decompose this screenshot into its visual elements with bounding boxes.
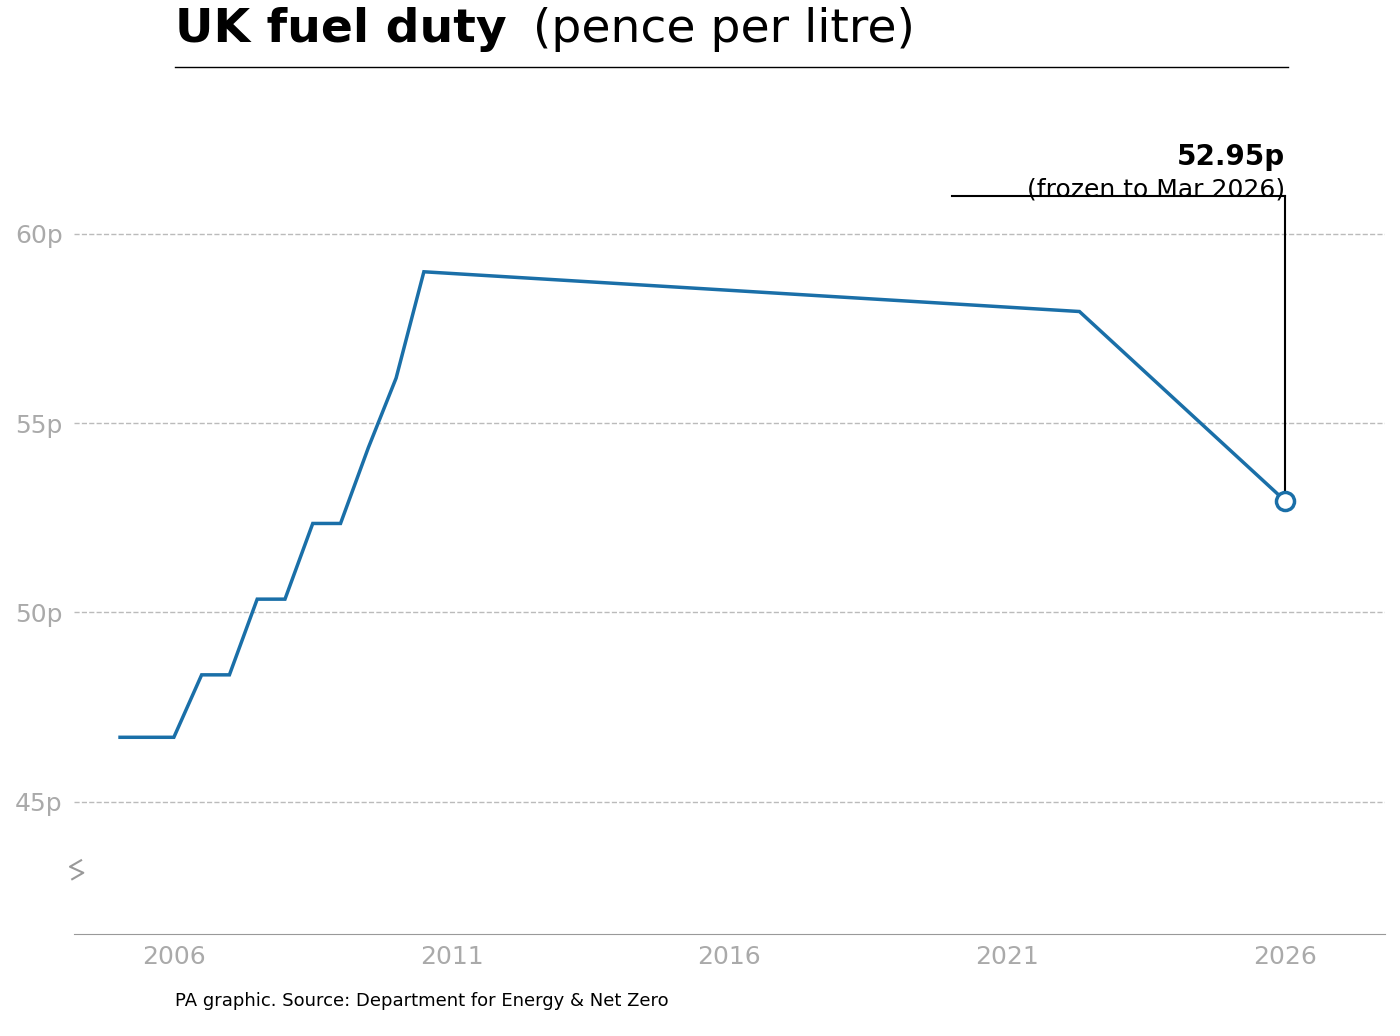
- Text: PA graphic. Source: Department for Energy & Net Zero: PA graphic. Source: Department for Energ…: [175, 992, 669, 1010]
- Text: (frozen to Mar 2026): (frozen to Mar 2026): [1026, 177, 1285, 201]
- Text: 52.95p: 52.95p: [1177, 143, 1285, 171]
- Text: UK fuel duty: UK fuel duty: [175, 7, 507, 52]
- Text: (pence per litre): (pence per litre): [518, 7, 914, 52]
